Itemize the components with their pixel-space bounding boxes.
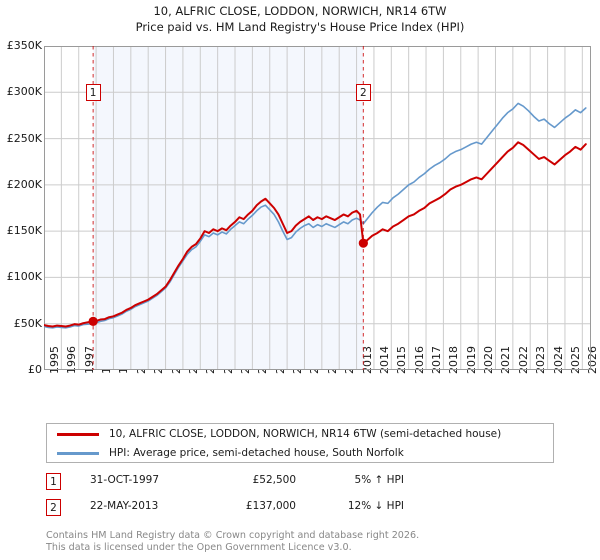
transactions-table: 1 31-OCT-1997 £52,500 5% ↑ HPI 2 22-MAY-2013 £… [46, 471, 466, 523]
transaction-price: £52,500 [252, 474, 296, 486]
plot-border [44, 46, 591, 370]
transaction-marker-badge: 1 [46, 473, 61, 490]
legend-label: 10, ALFRIC CLOSE, LODDON, NORWICH, NR14 … [109, 428, 502, 440]
table-row[interactable]: 1 31-OCT-1997 £52,500 5% ↑ HPI [46, 471, 466, 497]
footer-line-2: This data is licensed under the Open Gov… [46, 541, 352, 553]
sale-marker-badge-2[interactable]: 2 [355, 83, 371, 101]
chart-subtitle: Price paid vs. HM Land Registry's House … [135, 20, 465, 34]
legend-label: HPI: Average price, semi-detached house,… [109, 447, 404, 459]
y-axis-tick-label: £200K [6, 177, 42, 191]
legend-hpi[interactable]: HPI: Average price, semi-detached house,… [47, 444, 553, 463]
transaction-date: 31-OCT-1997 [90, 474, 159, 486]
series-line-price-paid [44, 141, 587, 328]
chart-title: 10, ALFRIC CLOSE, LODDON, NORWICH, NR14 … [153, 4, 447, 18]
transaction-hpi-delta: 12% ↓ HPI [347, 500, 404, 512]
y-axis-tick-label: £300K [6, 85, 42, 99]
y-axis-tick-label: £50K [13, 316, 42, 330]
chart-legend: 10, ALFRIC CLOSE, LODDON, NORWICH, NR14 … [46, 423, 554, 463]
y-axis-tick-label: £100K [6, 270, 42, 284]
legend-color-swatch [57, 433, 99, 437]
footer-line-1: Contains HM Land Registry data © Crown c… [46, 530, 420, 541]
table-row[interactable]: 2 22-MAY-2013 £137,000 12% ↓ HPI [46, 497, 466, 523]
page-title: 10, ALFRIC CLOSE, LODDON, NORWICH, NR14 … [0, 3, 600, 35]
transaction-hpi-delta: 5% ↑ HPI [354, 474, 404, 486]
sale-marker-badge-1[interactable]: 1 [85, 83, 101, 101]
sale-point-2[interactable] [358, 238, 368, 248]
y-axis-tick-label: £250K [6, 131, 42, 145]
legend-color-swatch [57, 452, 99, 455]
y-axis-tick-label: £0 [28, 363, 42, 376]
legend-price-paid[interactable]: 10, ALFRIC CLOSE, LODDON, NORWICH, NR14 … [47, 425, 553, 444]
transaction-price: £137,000 [245, 500, 296, 512]
ownership-span-shading [93, 46, 364, 370]
transaction-date: 22-MAY-2013 [90, 500, 159, 512]
transaction-marker-badge: 2 [46, 499, 61, 516]
chart-canvas [44, 46, 591, 370]
y-axis-tick-label: £150K [6, 224, 42, 238]
y-axis-labels: £0 £50K £100K £150K £200K £250K £300K £350K [0, 0, 44, 560]
series-line-hpi [44, 102, 587, 329]
y-axis-tick-label: £350K [6, 39, 42, 52]
footer-attribution: Contains HM Land Registry data © Crown c… [46, 530, 566, 553]
plot-area [44, 46, 591, 370]
sale-point-1[interactable] [88, 316, 98, 326]
